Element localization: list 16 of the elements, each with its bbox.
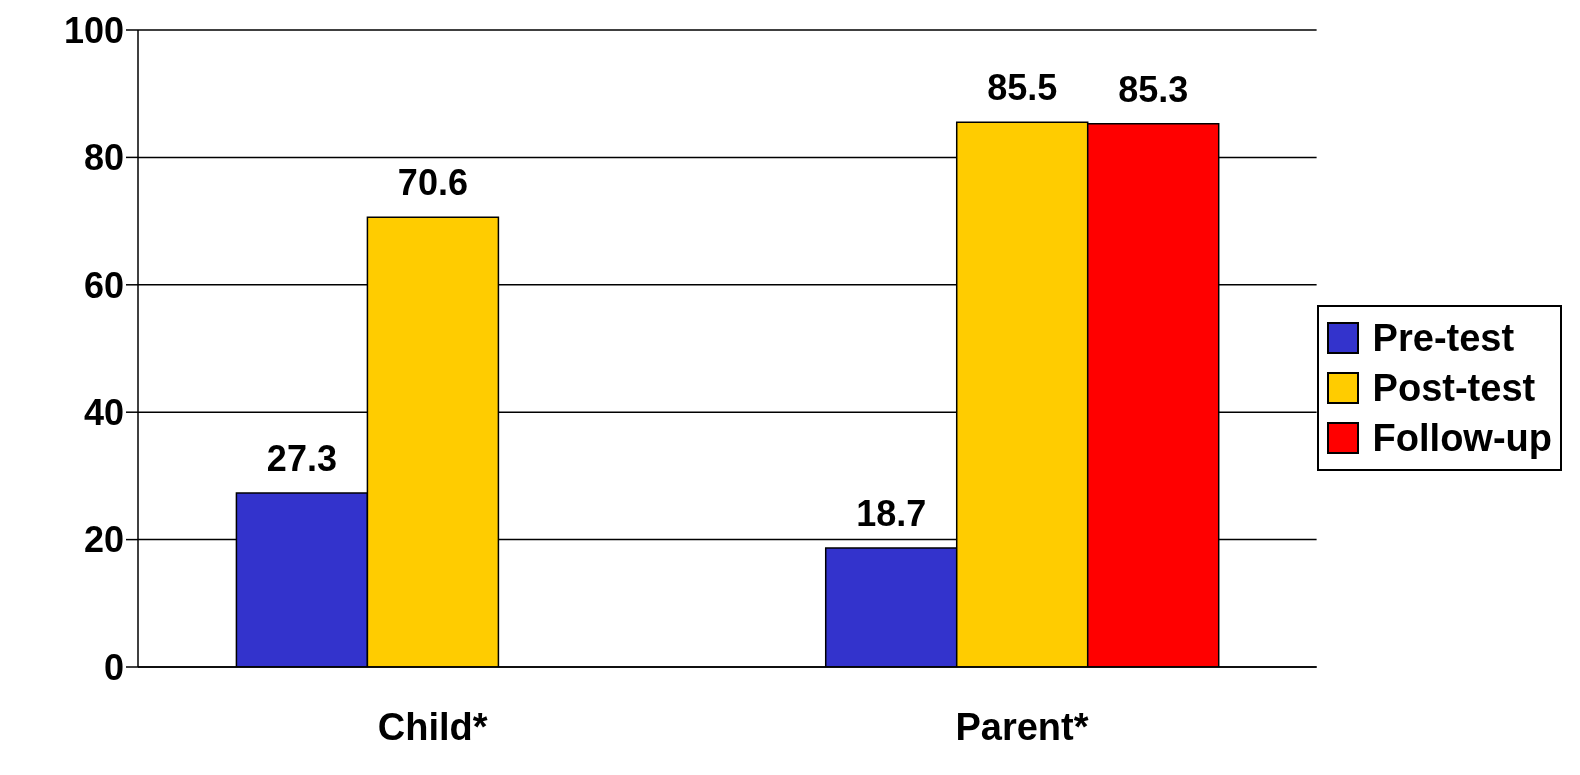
x-tick-label: Parent* [955, 705, 1089, 748]
data-label: 27.3 [266, 438, 337, 480]
y-tick-label: 60 [83, 264, 124, 306]
y-tick-label: 20 [83, 519, 124, 561]
data-label: 85.5 [987, 67, 1058, 109]
legend-label: Follow-up [1372, 415, 1552, 461]
data-label: 85.3 [1118, 68, 1189, 110]
x-tick-label: Child* [377, 705, 488, 748]
y-tick-label: 40 [83, 391, 124, 433]
y-tick-label: 80 [83, 137, 124, 179]
legend-label: Pre-test [1372, 315, 1515, 361]
legend-label: Post-test [1372, 365, 1536, 411]
y-tick-label: 0 [103, 646, 124, 688]
y-tick-label: 100 [63, 9, 124, 51]
data-label: 18.7 [856, 492, 927, 534]
data-label: 70.6 [397, 162, 468, 204]
